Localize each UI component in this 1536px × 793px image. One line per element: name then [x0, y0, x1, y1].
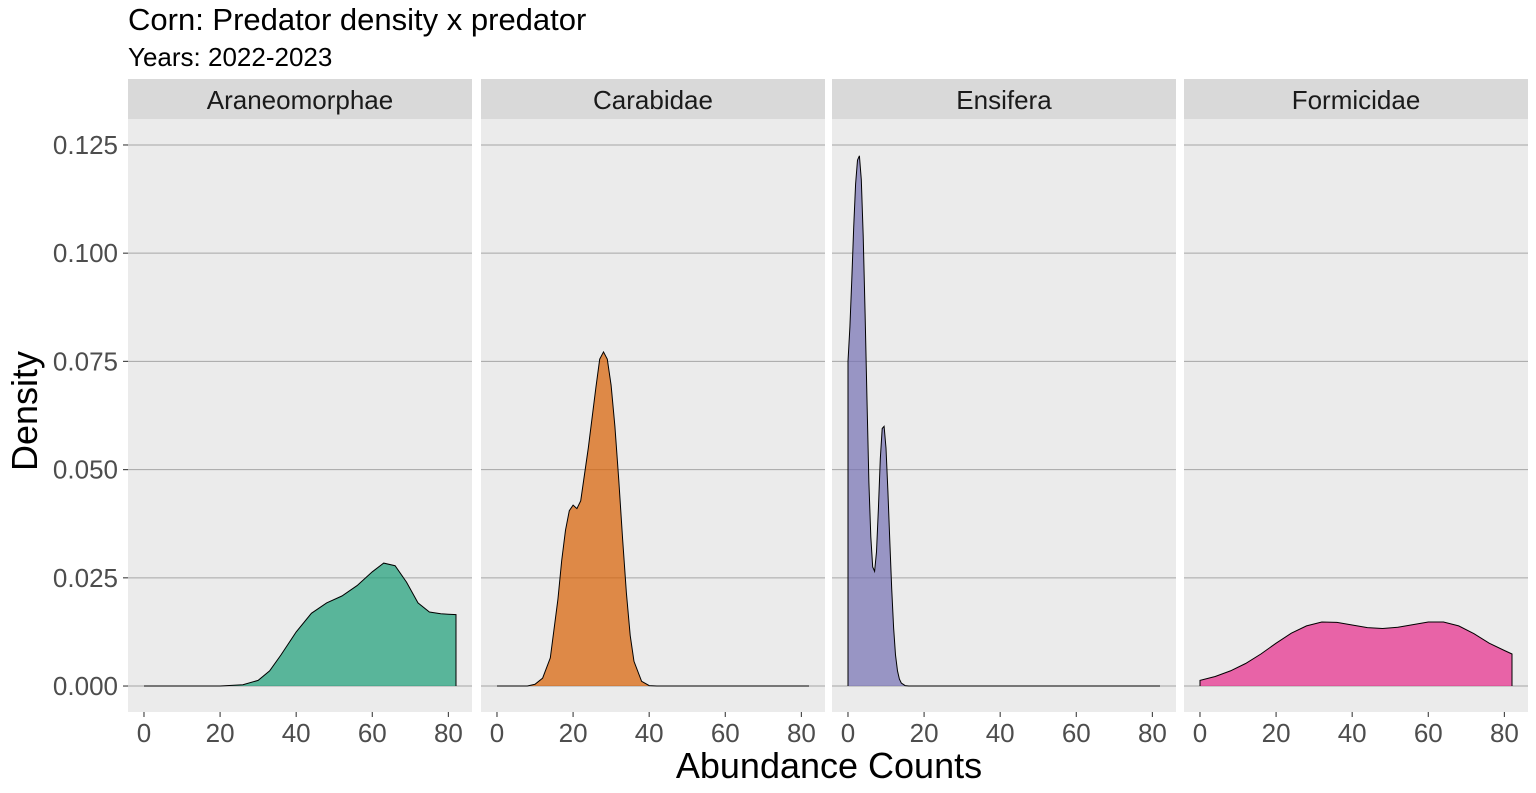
chart-title: Corn: Predator density x predator [128, 2, 587, 37]
y-axis-title: Density [4, 350, 45, 472]
x-tick-label: 80 [1490, 718, 1519, 748]
chart-subtitle: Years: 2022-2023 [128, 42, 333, 72]
x-tick-label: 80 [1138, 718, 1167, 748]
facet-strip [481, 79, 825, 119]
facet-panels: Araneomorphae 0 20 40 60 80 Carabidae 0 20 40 60 80… [128, 79, 1528, 748]
x-tick-label: 40 [986, 718, 1015, 748]
x-tick-label: 60 [358, 718, 387, 748]
x-tick-label: 60 [1414, 718, 1443, 748]
x-tick-label: 60 [711, 718, 740, 748]
facet-strip-label: Carabidae [593, 85, 713, 115]
density-area [848, 155, 1160, 687]
x-tick-label: 40 [635, 718, 664, 748]
facet-strip-label: Formicidae [1292, 85, 1421, 115]
x-tick-label: 40 [282, 718, 311, 748]
panel-background [1184, 119, 1528, 712]
x-tick-label: 80 [434, 718, 463, 748]
facet-formicidae: Formicidae 0 20 40 60 80 [1184, 79, 1528, 748]
density-area [144, 563, 456, 686]
x-tick-label: 0 [490, 718, 504, 748]
x-tick-label: 20 [206, 718, 235, 748]
density-outline [847, 155, 1160, 687]
panel-background [481, 119, 825, 712]
facet-strip [128, 79, 472, 119]
x-tick-label: 0 [137, 718, 151, 748]
facet-ensifera: Ensifera 0 20 40 60 80 [832, 79, 1176, 748]
x-tick-label: 20 [559, 718, 588, 748]
x-tick-label: 0 [1193, 718, 1207, 748]
y-tick-label: 0.000 [53, 671, 118, 701]
x-tick-label: 40 [1338, 718, 1367, 748]
x-tick-label: 20 [1262, 718, 1291, 748]
density-outline [497, 350, 809, 687]
x-tick-label: 0 [841, 718, 855, 748]
y-tick-label: 0.025 [53, 563, 118, 593]
y-tick-label: 0.125 [53, 130, 118, 160]
y-tick-label: 0.075 [53, 346, 118, 376]
facet-strip [1184, 79, 1528, 119]
facet-strip-label: Araneomorphae [207, 85, 393, 115]
facet-carabidae: Carabidae 0 20 40 60 80 [481, 79, 825, 748]
y-tick-label: 0.050 [53, 455, 118, 485]
x-tick-label: 20 [910, 718, 939, 748]
density-outline [1199, 621, 1513, 686]
x-tick-label: 60 [1062, 718, 1091, 748]
x-axis-title: Abundance Counts [675, 745, 983, 786]
density-area [497, 351, 809, 686]
facet-strip-label: Ensifera [956, 85, 1052, 115]
density-outline [144, 562, 457, 687]
x-tick-label: 80 [787, 718, 816, 748]
facet-araneomorphae: Araneomorphae 0 20 40 60 80 [128, 79, 472, 748]
facet-strip [832, 79, 1176, 119]
y-axis: 0.000 0.025 0.050 0.075 0.100 0.125 [53, 130, 128, 701]
density-area [1200, 622, 1512, 686]
y-tick-label: 0.100 [53, 238, 118, 268]
